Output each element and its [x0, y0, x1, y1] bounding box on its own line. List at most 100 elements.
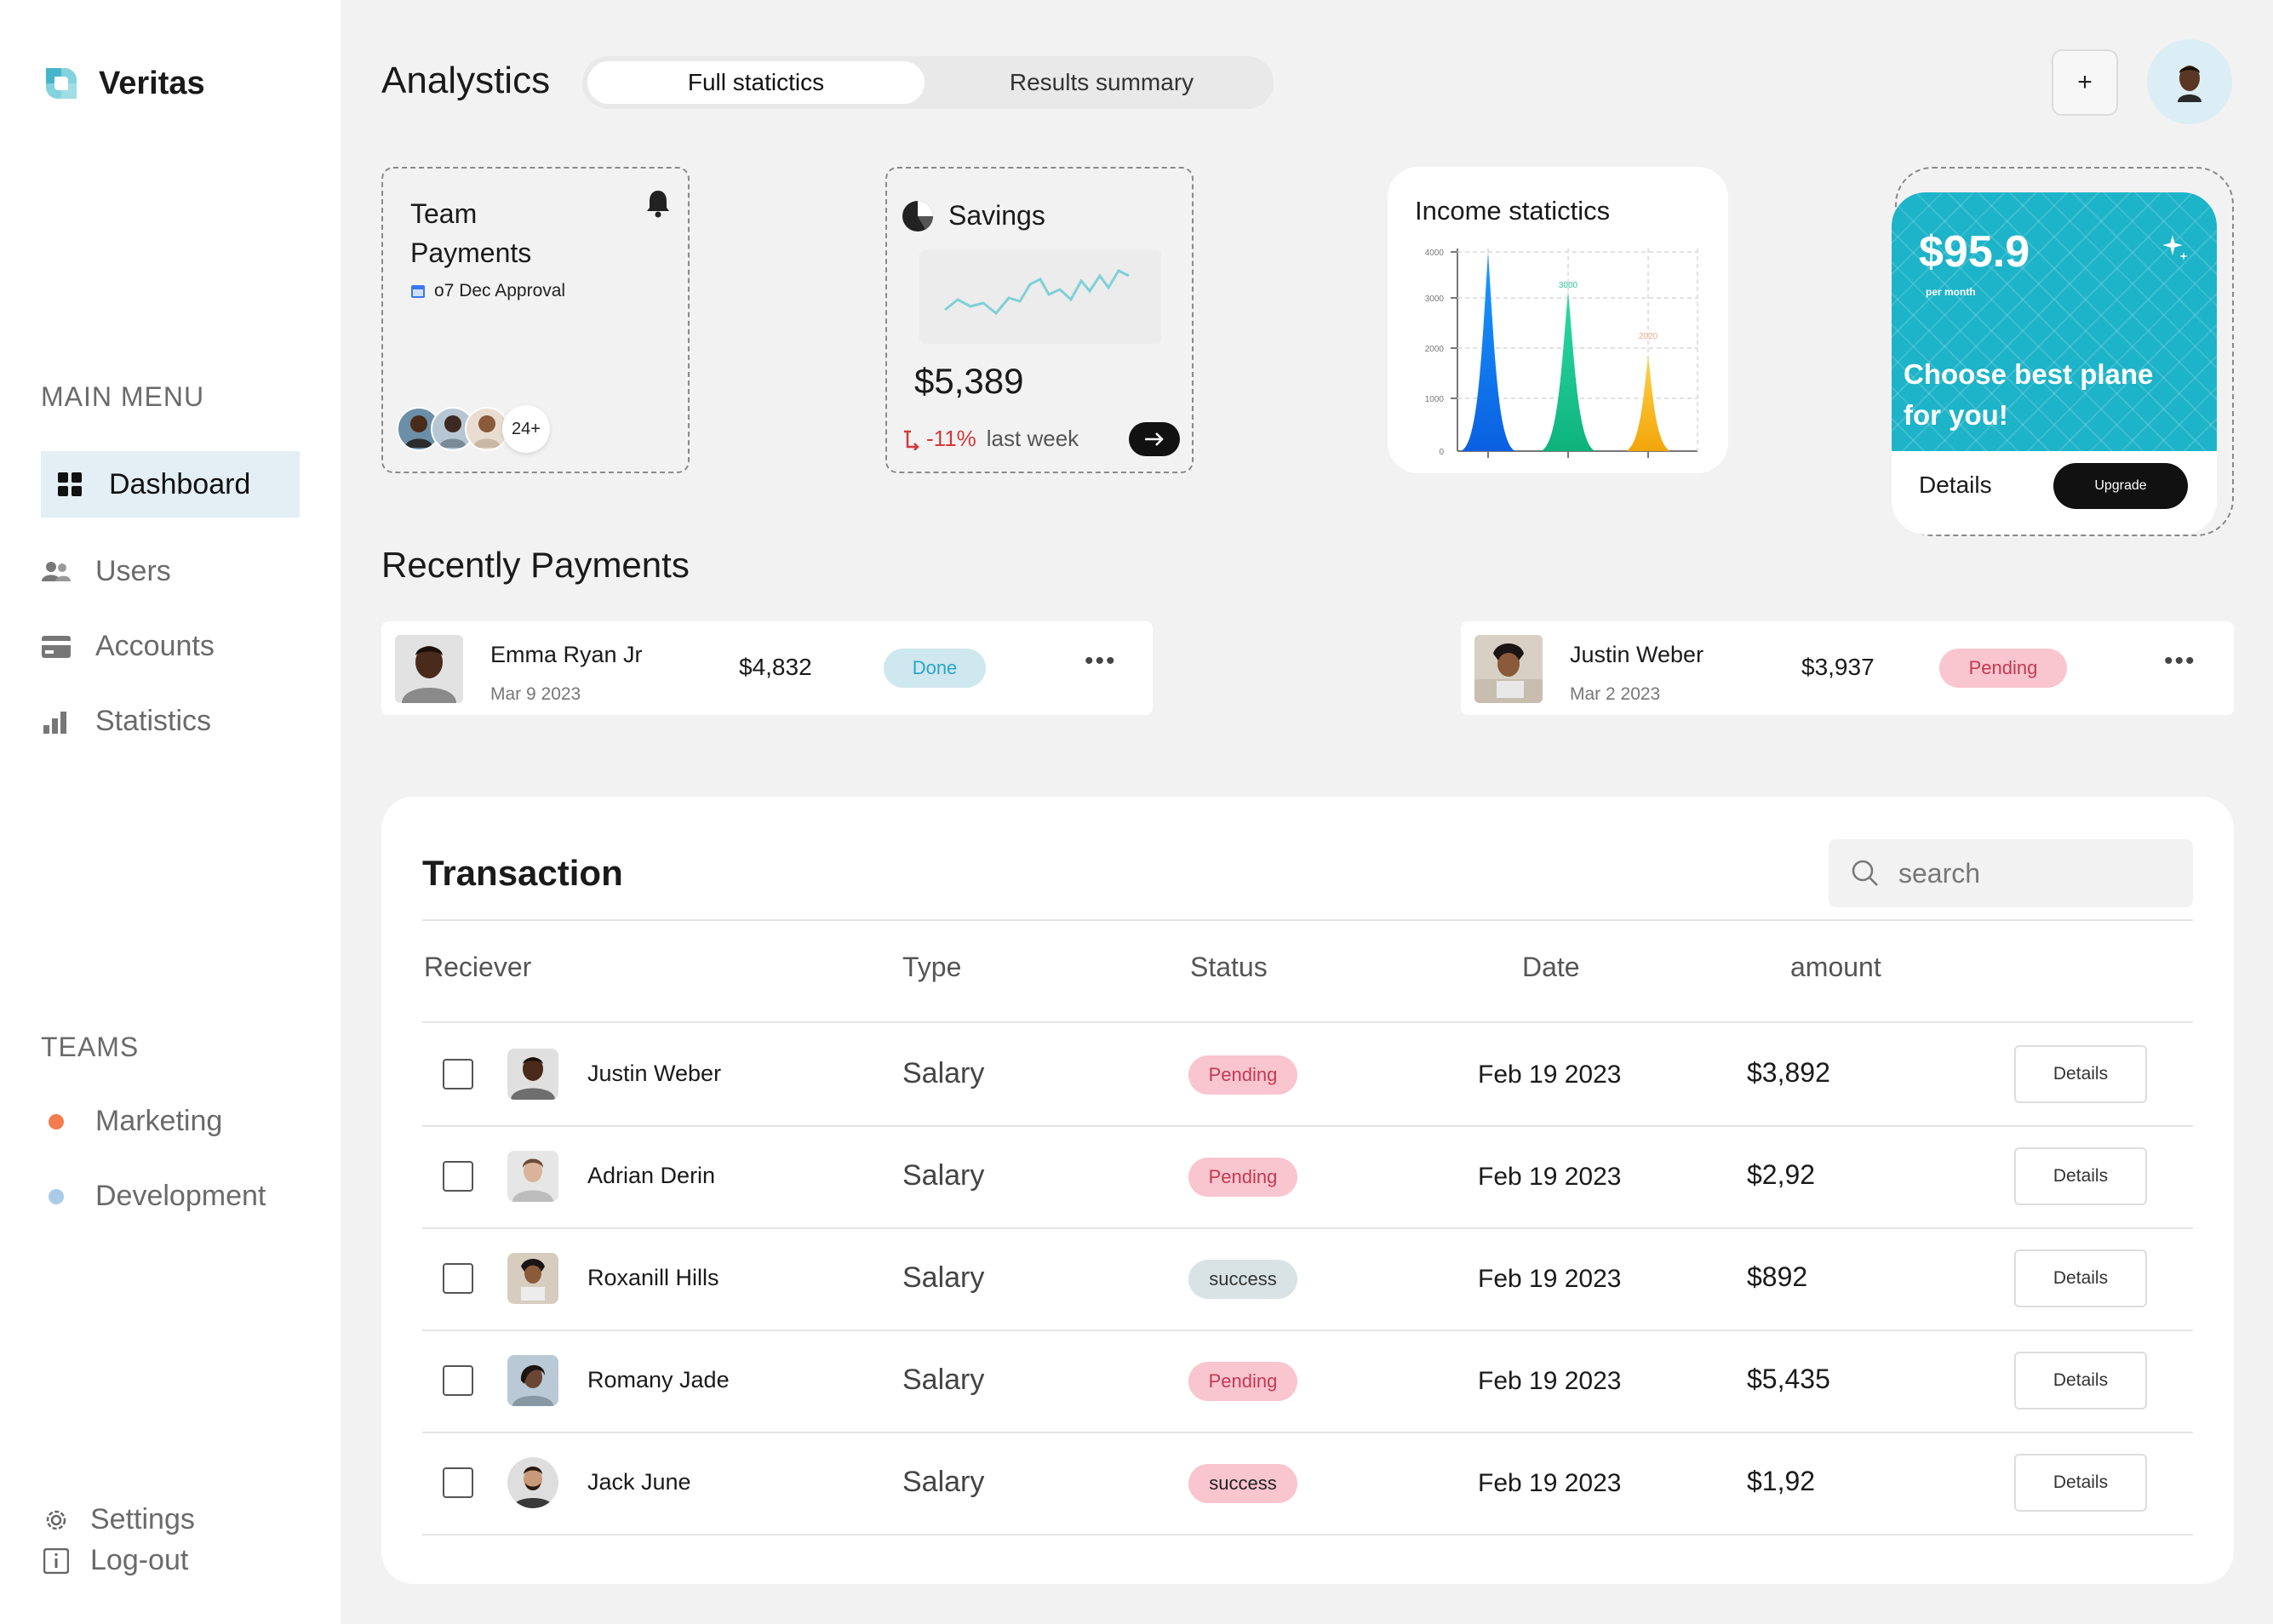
bar-chart-icon	[41, 706, 72, 737]
search-input[interactable]	[1898, 857, 2171, 889]
savings-sparkline	[919, 250, 1161, 344]
change-percent: -11%	[926, 426, 976, 451]
divider	[422, 1330, 2193, 1331]
avatar	[1474, 635, 1543, 703]
search-icon	[1852, 860, 1878, 886]
team-payments-card[interactable]: Team Payments o7 Dec Approval 24+	[381, 167, 690, 473]
column-header-amount[interactable]: amount	[1790, 952, 1881, 982]
savings-change: -11% last week	[901, 426, 1079, 452]
tab-bar: Full staticti​cs Results summary	[582, 56, 1274, 109]
table-row[interactable]: Jack June Salary success Feb 19 2023 $1,…	[422, 1432, 2193, 1534]
arrow-right-icon	[1145, 432, 1164, 446]
transactions-title: Transaction	[422, 853, 623, 893]
savings-title: Savings	[948, 200, 1045, 231]
plan-details-link[interactable]: Details	[1919, 472, 1992, 498]
y-tick-label: 3000	[1425, 294, 1445, 304]
row-checkbox[interactable]	[443, 1161, 473, 1192]
grid-icon	[54, 469, 85, 500]
avatar	[507, 1457, 558, 1508]
row-checkbox[interactable]	[443, 1467, 473, 1498]
sidebar-item-statistics[interactable]: Statistics	[41, 705, 211, 738]
transaction-amount: $1,92	[1747, 1466, 1816, 1496]
member-count-badge: 24+	[502, 405, 550, 453]
upgrade-button[interactable]: Upgrade	[2053, 463, 2188, 509]
change-suffix: last week	[986, 426, 1079, 451]
logo[interactable]: Veritas	[39, 61, 205, 106]
y-tick-label: 2000	[1425, 345, 1445, 354]
settings-link[interactable]: Settings	[41, 1503, 195, 1536]
transaction-date: Feb 19 2023	[1478, 1469, 1622, 1497]
table-row[interactable]: Romany Jade Salary Pending Feb 19 2023 $…	[422, 1330, 2193, 1432]
profile-avatar[interactable]	[2147, 39, 2232, 124]
transaction-amount: $5,435	[1747, 1364, 1830, 1394]
column-header-type[interactable]: Type	[902, 952, 962, 982]
column-header-receiver[interactable]: Reciever	[424, 952, 532, 982]
team-item-marketing[interactable]: Marketing	[41, 1105, 222, 1138]
status-badge: success	[1188, 1260, 1297, 1299]
add-button[interactable]: +	[2052, 49, 2118, 116]
more-options-icon[interactable]: •••	[2164, 647, 2196, 675]
savings-amount: $5,389	[914, 361, 1024, 401]
gear-icon	[41, 1505, 72, 1535]
recent-payment-row[interactable]: Justin Weber Mar 2 2023 $3,937 Pending •…	[1461, 621, 2234, 715]
sparkle-icon	[2162, 235, 2188, 260]
sidebar-item-dashboard[interactable]: Dashboard	[41, 451, 300, 518]
transaction-type: Salary	[902, 1364, 985, 1396]
income-peak	[1541, 291, 1595, 451]
payment-amount: $4,832	[739, 654, 812, 680]
tab-results-summary[interactable]: Results summary	[1009, 69, 1194, 95]
divider	[422, 919, 2193, 921]
more-options-icon[interactable]: •••	[1085, 647, 1117, 675]
team-item-development[interactable]: Development	[41, 1180, 266, 1213]
details-button[interactable]: Details	[2014, 1249, 2147, 1307]
sidebar: Veritas MAIN MENU Dashboard Users Accoun…	[0, 0, 341, 1624]
transaction-type: Salary	[902, 1466, 985, 1498]
sidebar-item-label: Accounts	[95, 630, 215, 662]
table-row[interactable]: Justin Weber Salary Pending Feb 19 2023 …	[422, 1023, 2193, 1125]
sidebar-item-accounts[interactable]: Accounts	[41, 630, 215, 663]
column-header-status[interactable]: Status	[1190, 952, 1268, 982]
arrow-right-button[interactable]	[1129, 422, 1180, 456]
bell-icon[interactable]	[645, 189, 671, 218]
tab-full-statistics[interactable]: Full staticti​cs	[587, 61, 925, 104]
divider	[422, 1227, 2193, 1229]
details-button[interactable]: Details	[2014, 1147, 2147, 1205]
search-box[interactable]	[1829, 839, 2193, 907]
sidebar-item-label: Users	[95, 555, 171, 587]
row-checkbox[interactable]	[443, 1365, 473, 1396]
savings-card[interactable]: Savings $5,389 -11% last week	[885, 167, 1194, 473]
income-statistics-card[interactable]: Income staticti​cs 4000 3000 2000 1000 0	[1388, 167, 1728, 473]
income-peak	[1461, 252, 1515, 451]
plan-headline-line1: Choose best plane	[1904, 358, 2154, 390]
column-header-date[interactable]: Date	[1522, 952, 1580, 982]
payment-amount: $3,937	[1801, 654, 1875, 680]
recent-payment-row[interactable]: Emma Ryan Jr Mar 9 2023 $4,832 Done •••	[381, 621, 1153, 715]
plan-headline-line2: for you!	[1904, 399, 2008, 431]
table-row[interactable]: Adrian Derin Salary Pending Feb 19 2023 …	[422, 1125, 2193, 1227]
member-avatars[interactable]: 24+	[397, 405, 550, 453]
page-title: Analystics	[381, 60, 551, 101]
main-menu-title: MAIN MENU	[41, 381, 205, 412]
avatar	[465, 407, 509, 451]
details-button[interactable]: Details	[2014, 1454, 2147, 1512]
transaction-type: Salary	[902, 1159, 985, 1192]
receiver-name: Justin Weber	[587, 1061, 722, 1086]
receiver-name: Roxanill Hills	[587, 1265, 719, 1290]
receiver-name: Adrian Derin	[587, 1163, 716, 1188]
transaction-type: Salary	[902, 1057, 985, 1089]
receiver-name: Romany Jade	[587, 1367, 730, 1392]
sidebar-item-label: Dashboard	[109, 467, 251, 500]
row-checkbox[interactable]	[443, 1263, 473, 1294]
info-box-icon	[41, 1546, 72, 1576]
sidebar-item-users[interactable]: Users	[41, 555, 171, 588]
peak-label: 3000	[1559, 281, 1578, 290]
details-button[interactable]: Details	[2014, 1352, 2147, 1410]
plan-card[interactable]: $95.9 per month Choose best plane for yo…	[1892, 192, 2217, 535]
status-badge: Pending	[1188, 1362, 1297, 1401]
details-button[interactable]: Details	[2014, 1045, 2147, 1103]
y-tick-label: 0	[1439, 448, 1444, 457]
logout-link[interactable]: Log-out	[41, 1544, 188, 1577]
avatar	[507, 1253, 558, 1304]
table-row[interactable]: Roxanill Hills Salary success Feb 19 202…	[422, 1227, 2193, 1330]
row-checkbox[interactable]	[443, 1059, 473, 1089]
